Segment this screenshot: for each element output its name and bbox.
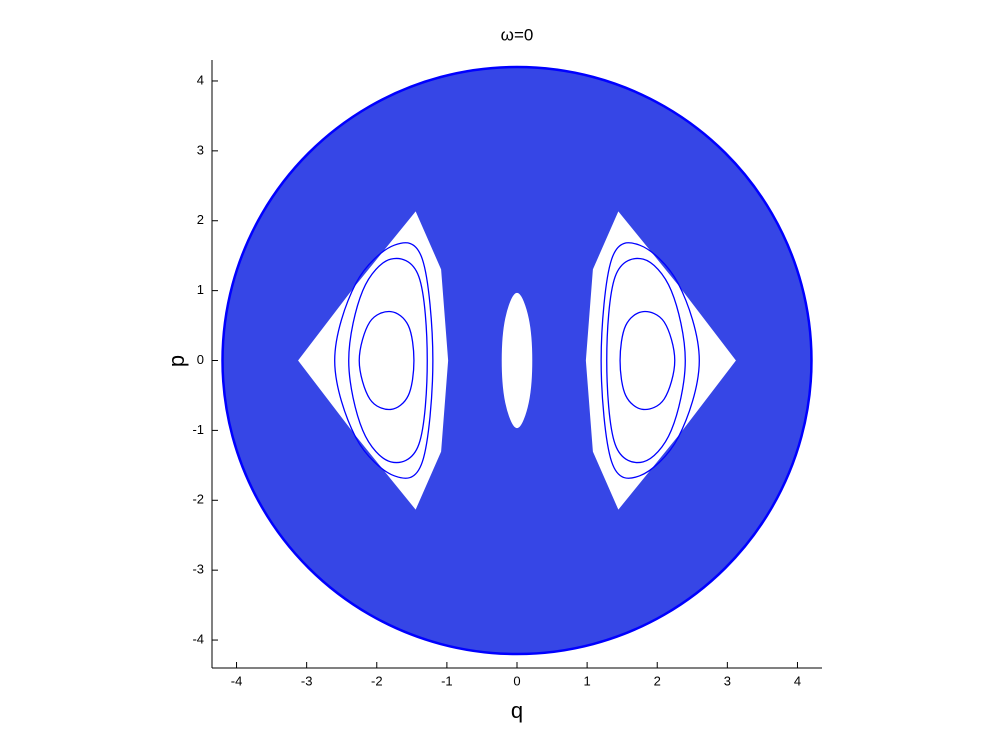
y-axis-label: p <box>164 355 189 367</box>
y-tick-label: 4 <box>197 72 204 87</box>
x-tick-label: 3 <box>724 673 731 688</box>
x-tick-label: -1 <box>441 673 453 688</box>
y-tick-label: -4 <box>192 631 204 646</box>
x-tick-label: 0 <box>513 673 520 688</box>
orbit-curve <box>348 257 428 464</box>
y-tick-label: 0 <box>197 352 204 367</box>
orbit-curve <box>298 211 449 510</box>
x-tick-label: 4 <box>794 673 801 688</box>
orbit-curve <box>600 242 700 479</box>
y-tick-label: 3 <box>197 142 204 157</box>
y-tick-label: 2 <box>197 212 204 227</box>
x-tick-label: 1 <box>583 673 590 688</box>
orbit-curve <box>585 211 736 510</box>
orbit-curve <box>358 310 415 411</box>
x-tick-label: -4 <box>231 673 243 688</box>
orbit-curve <box>501 292 533 429</box>
y-tick-label: 1 <box>197 282 204 297</box>
chart-title: ω=0 <box>501 25 534 44</box>
orbit-curve <box>334 242 434 479</box>
x-tick-label: -3 <box>301 673 313 688</box>
x-tick-label: -2 <box>371 673 383 688</box>
x-axis-label: q <box>511 698 523 723</box>
y-tick-label: -3 <box>192 562 204 577</box>
y-tick-label: -1 <box>192 422 204 437</box>
y-tick-label: -2 <box>192 492 204 507</box>
orbit-curve <box>619 310 676 411</box>
orbit-curve <box>606 257 686 464</box>
x-tick-label: 2 <box>654 673 661 688</box>
